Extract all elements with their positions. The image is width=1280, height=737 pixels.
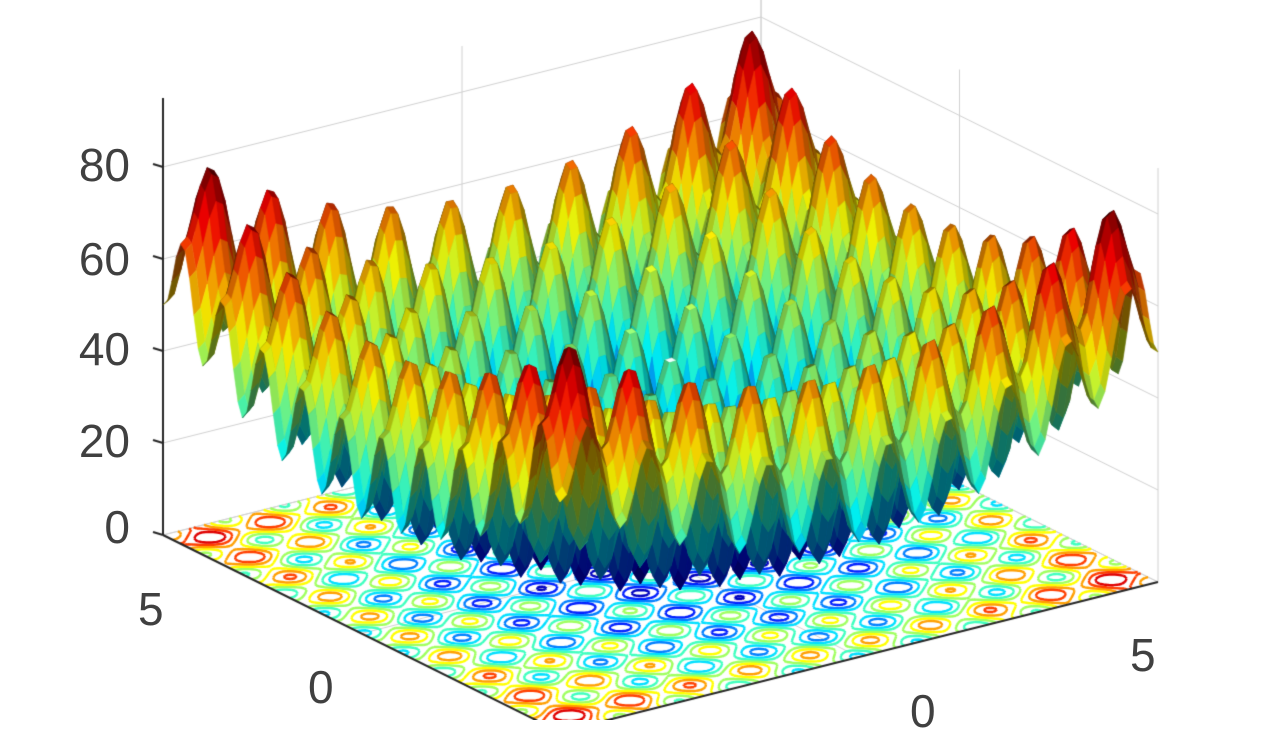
z-tick-label-40: 40: [78, 323, 130, 375]
x-tick-label-0: 0: [910, 685, 936, 737]
z-tick-label-60: 60: [78, 233, 130, 285]
surface-plot-canvas: [0, 0, 1280, 720]
z-tick-label-80: 80: [78, 139, 130, 191]
z-tick-label-20: 20: [78, 415, 130, 467]
x-tick-label-5: 5: [1130, 629, 1156, 681]
y-tick-label-0: 0: [308, 661, 334, 713]
z-tick-label-0: 0: [104, 501, 130, 553]
y-tick-label-5: 5: [138, 583, 164, 635]
